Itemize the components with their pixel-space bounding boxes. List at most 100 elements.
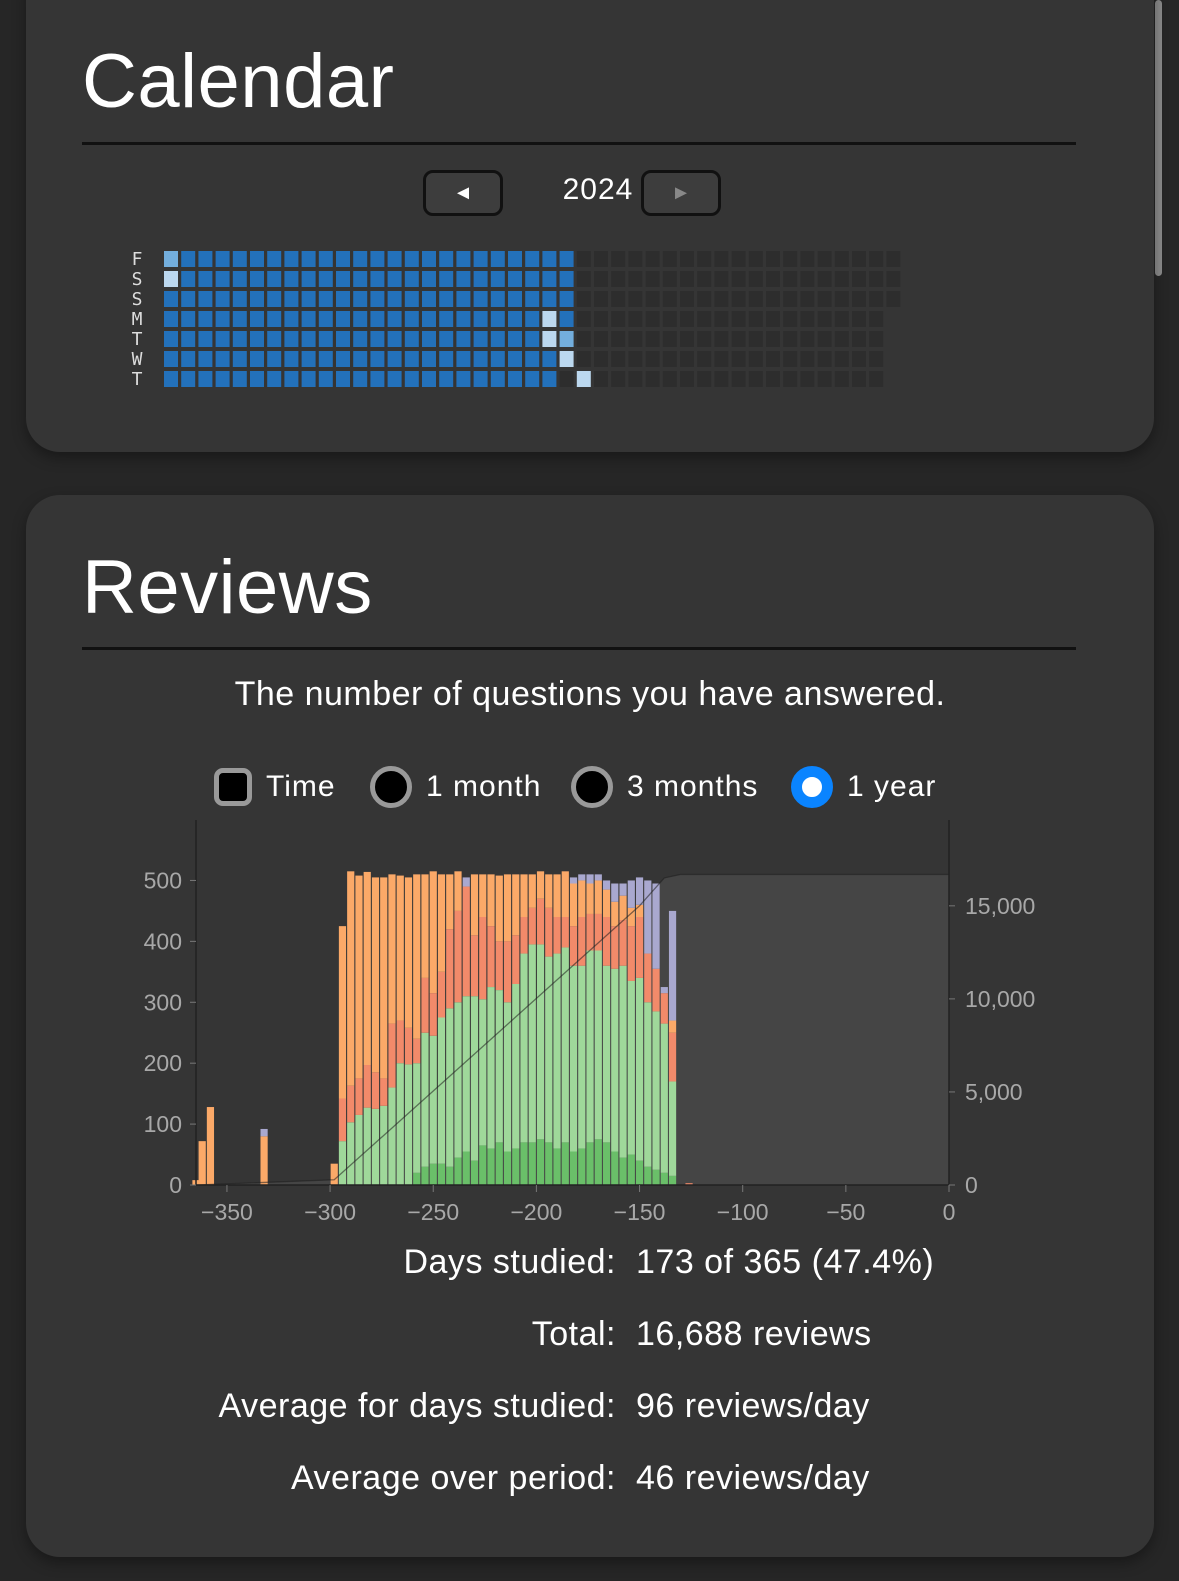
calendar-day-cell — [852, 331, 866, 347]
calendar-day-cell — [731, 311, 746, 327]
calendar-day-cell — [748, 331, 763, 347]
x-tick-label: −300 — [304, 1199, 356, 1225]
calendar-divider — [82, 142, 1076, 145]
radio-3-months[interactable] — [571, 766, 613, 808]
bar-segment-young — [396, 1063, 404, 1185]
calendar-day-cell — [181, 311, 196, 327]
calendar-day-cell — [198, 351, 213, 367]
calendar-day-cell — [697, 311, 712, 327]
calendar-day-cell — [387, 251, 402, 267]
calendar-day-cell — [508, 311, 522, 327]
y2-tick-label: 5,000 — [965, 1079, 1023, 1105]
next-year-button[interactable]: ► — [641, 170, 721, 216]
bar-segment-relearn — [437, 971, 446, 1018]
calendar-day-cell — [834, 291, 849, 307]
calendar-day-cell — [232, 311, 247, 327]
calendar-day-cell — [766, 351, 780, 367]
calendar-day-cell — [525, 331, 540, 347]
calendar-day-cell — [852, 251, 866, 267]
option-1-year[interactable]: 1 year — [791, 762, 936, 812]
day-label: S — [131, 269, 143, 290]
reviews-chart: 0 100 200 300 400 500 0 5,000 10,000 15,000 −350 −3… — [144, 820, 1035, 1225]
calendar-day-cell — [198, 251, 213, 267]
calendar-day-cell — [336, 291, 350, 307]
calendar-day-cell — [714, 351, 729, 367]
calendar-day-cell — [404, 331, 419, 347]
calendar-day-cell — [336, 251, 350, 267]
calendar-day-cell — [817, 311, 832, 327]
calendar-day-cell — [594, 311, 608, 327]
calendar-day-cell — [714, 331, 729, 347]
calendar-day-cell — [250, 311, 264, 327]
page-scrollbar[interactable] — [1155, 0, 1162, 276]
calendar-day-cell — [714, 371, 729, 387]
calendar-day-cell — [714, 271, 729, 287]
bar-segment-mature — [512, 1148, 520, 1185]
bar-segment-relearn — [619, 920, 627, 966]
calendar-day-cell — [886, 271, 901, 287]
bar-segment-relearn — [355, 1078, 363, 1115]
bar-segment-mature — [536, 1139, 545, 1185]
option-time[interactable]: Time — [214, 762, 336, 812]
bar-segment-filtered — [569, 877, 578, 884]
calendar-day-cell — [198, 371, 213, 387]
calendar-day-cell — [215, 251, 230, 267]
bar-segment-learn — [545, 874, 553, 908]
calendar-day-cell — [473, 331, 488, 347]
calendar-day-cell — [508, 331, 522, 347]
calendar-day-cell — [473, 251, 488, 267]
bar-segment-young — [380, 1105, 388, 1185]
calendar-day-cell — [422, 251, 436, 267]
time-checkbox[interactable] — [214, 768, 252, 806]
calendar-day-cell — [645, 291, 660, 307]
next-arrow-icon: ► — [671, 181, 691, 204]
option-1-month[interactable]: 1 month — [370, 762, 541, 812]
calendar-day-cell — [250, 271, 264, 287]
bar-segment-learn — [586, 883, 594, 914]
calendar-day-cell — [628, 331, 643, 347]
calendar-day-cell — [439, 371, 454, 387]
bar-segment-mature — [611, 1151, 619, 1185]
bar-segment-relearn — [611, 926, 619, 969]
bar-segment-relearn — [520, 917, 528, 954]
bar-segment-filtered — [462, 877, 470, 887]
prev-year-button[interactable]: ◄ — [423, 170, 503, 216]
bar-segment-relearn — [338, 1098, 347, 1142]
day-label: T — [131, 369, 143, 390]
calendar-day-cell — [594, 371, 608, 387]
bar-segment-relearn — [528, 907, 536, 945]
calendar-day-cell — [267, 311, 282, 327]
calendar-day-cell — [611, 271, 626, 287]
calendar-heatmap — [164, 251, 901, 387]
calendar-day-cell — [387, 351, 402, 367]
calendar-day-cell — [542, 251, 557, 267]
bar-segment-learn — [206, 1107, 215, 1185]
calendar-day-cell — [525, 291, 540, 307]
calendar-day-cell — [748, 251, 763, 267]
x-tick-label: −100 — [717, 1199, 769, 1225]
bar-segment-mature — [520, 1142, 528, 1185]
calendar-day-cell — [817, 291, 832, 307]
bar-segment-relearn — [446, 929, 454, 1009]
bar-segment-mature — [454, 1157, 462, 1185]
radio-1-year[interactable] — [791, 766, 833, 808]
bar-segment-learn — [413, 874, 421, 1039]
y-tick-label: 300 — [144, 989, 182, 1015]
calendar-day-cell — [181, 331, 196, 347]
bar-segment-young — [586, 950, 594, 1143]
stat-avg-studied-label: Average for days studied: — [218, 1387, 616, 1425]
y2-tick-label: 10,000 — [965, 986, 1035, 1012]
bar-segment-learn — [347, 871, 355, 1086]
calendar-day-cell — [783, 371, 798, 387]
calendar-day-cell — [731, 271, 746, 287]
bar-segment-learn — [454, 871, 462, 911]
calendar-day-cell — [456, 271, 471, 287]
bar-segment-young — [479, 999, 487, 1146]
calendar-day-cell — [404, 291, 419, 307]
bar-segment-filtered — [635, 877, 644, 905]
calendar-day-cell — [611, 351, 626, 367]
radio-1-month[interactable] — [370, 766, 412, 808]
option-3-months[interactable]: 3 months — [571, 762, 758, 812]
calendar-day-cell — [800, 331, 815, 347]
bar-segment-young — [347, 1122, 355, 1185]
